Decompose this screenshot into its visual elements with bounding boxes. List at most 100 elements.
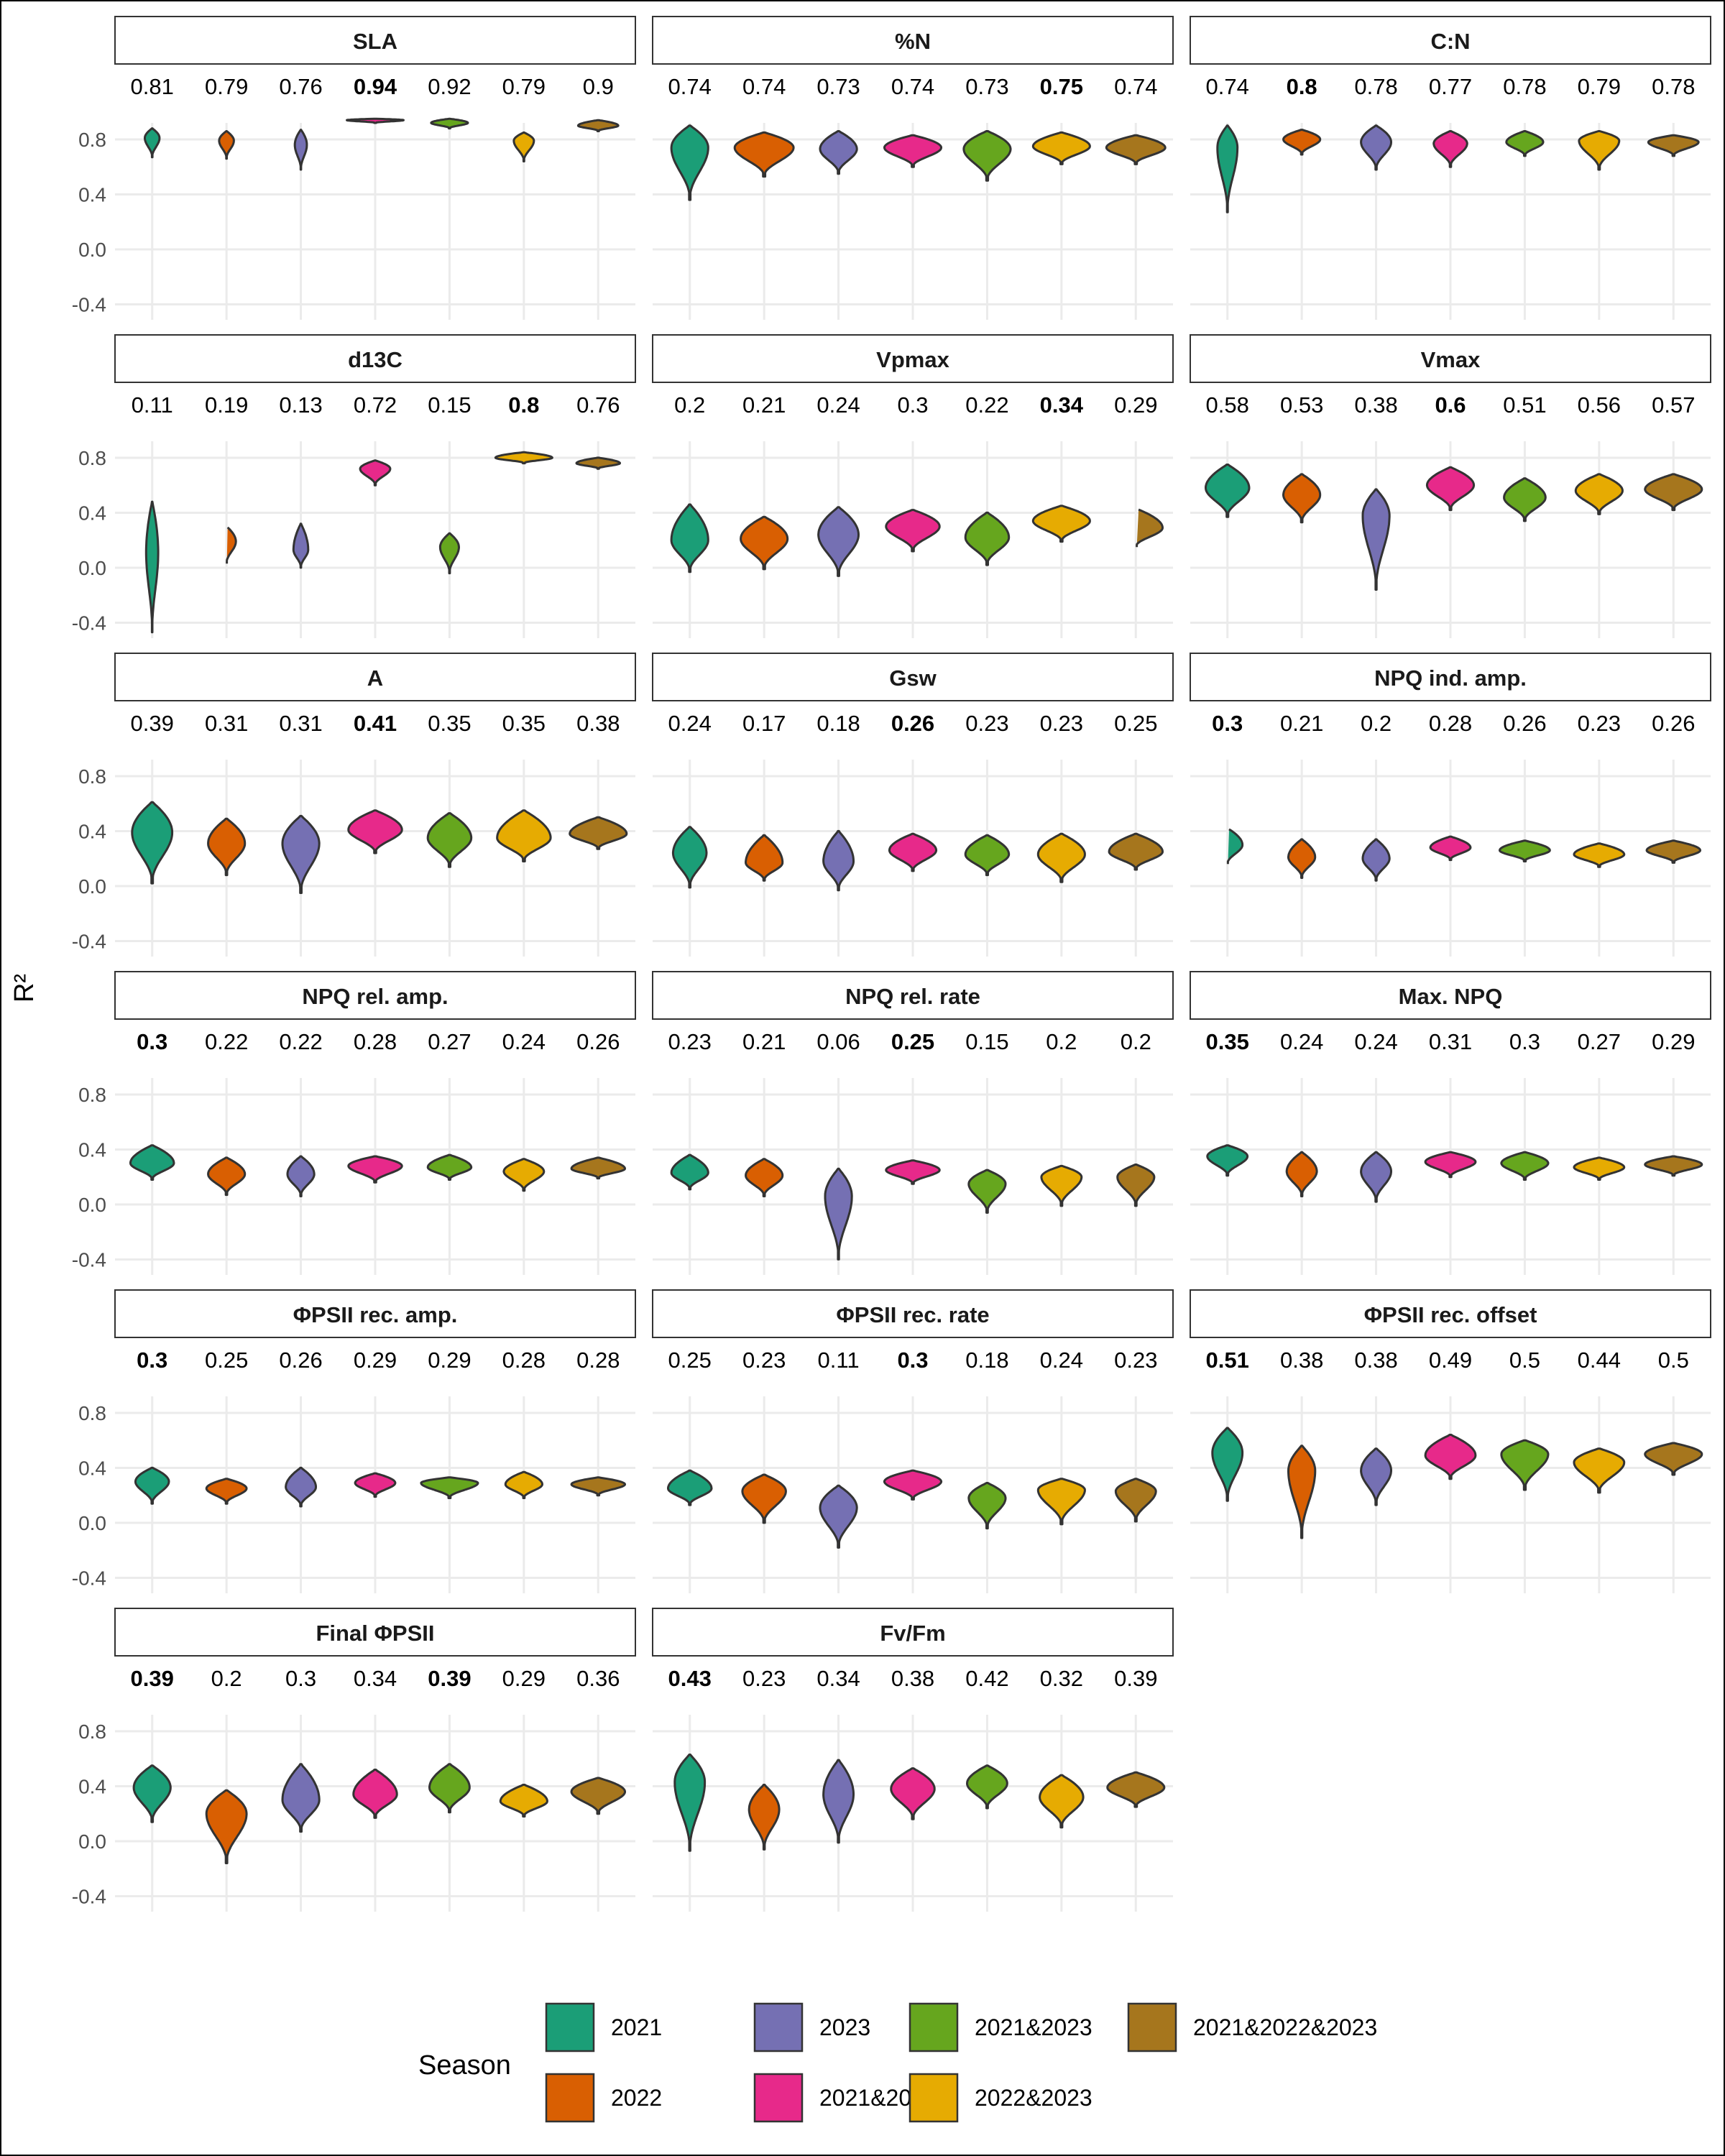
r2-value-label: 0.2	[1361, 711, 1392, 736]
r2-value-label: 0.25	[891, 1029, 934, 1054]
violin	[1424, 1151, 1477, 1179]
violin	[1136, 508, 1164, 548]
r2-value-label: 0.34	[354, 1666, 397, 1691]
r2-value-label: 0.3	[897, 392, 928, 418]
panel: Fv/Fm 0.43 0.23 0.34 0.38 0.42 0.32 0.39	[652, 1608, 1174, 1912]
y-tick-label: 0.4	[78, 183, 106, 206]
r2-value-label: 0.21	[1280, 711, 1323, 736]
r2-value-label: 0.22	[965, 392, 1008, 418]
y-tick-label: 0.8	[78, 1084, 106, 1106]
violin	[1108, 832, 1164, 871]
violin	[1499, 839, 1551, 862]
panel: SLA -0.4 0.0 0.4 0.8 0.81 0.79 0.76 0.94 0.92 0.79…	[72, 16, 636, 320]
r2-value-label: 0.78	[1354, 74, 1397, 99]
legend-label: 2023	[819, 2014, 870, 2040]
r2-value-label: 0.38	[576, 711, 620, 736]
r2-value-label: 0.44	[1578, 1348, 1621, 1373]
violin	[352, 1769, 398, 1819]
r2-value-label: 0.74	[1114, 74, 1157, 99]
panel-title: SLA	[353, 29, 397, 54]
violin	[671, 826, 708, 889]
r2-value-label: 0.26	[1503, 711, 1546, 736]
r2-value-label: 0.51	[1206, 1348, 1249, 1373]
r2-value-label: 0.29	[502, 1666, 546, 1691]
r2-value-label: 0.25	[668, 1348, 712, 1373]
violin	[281, 814, 321, 894]
panel-title: ΦPSII rec. amp.	[293, 1302, 458, 1327]
panel: %N 0.74 0.74 0.73 0.74 0.73 0.75 0.74	[652, 16, 1174, 320]
violin	[281, 1763, 321, 1833]
violin	[670, 503, 709, 573]
r2-value-label: 0.11	[818, 1348, 860, 1373]
violin	[1500, 1151, 1550, 1181]
r2-value-label: 0.38	[1354, 1348, 1397, 1373]
r2-value-label: 0.49	[1429, 1348, 1472, 1373]
r2-value-label: 0.06	[816, 1029, 860, 1054]
violin	[1647, 134, 1700, 157]
violin	[1282, 473, 1322, 524]
violin	[824, 1167, 853, 1261]
legend-label: 2021&2022&2023	[1193, 2014, 1377, 2040]
violin	[1645, 839, 1701, 864]
r2-value-label: 0.79	[1578, 74, 1621, 99]
violin	[438, 532, 460, 575]
y-tick-label: 0.4	[78, 1138, 106, 1161]
y-tick-label: 0.0	[78, 1830, 106, 1853]
r2-value-label: 0.28	[502, 1348, 546, 1373]
r2-value-label: 0.24	[1040, 1348, 1083, 1373]
r2-value-label: 0.22	[205, 1029, 248, 1054]
legend-swatch	[545, 2073, 595, 2123]
violin	[1031, 131, 1091, 165]
violin	[1574, 473, 1624, 515]
violin	[817, 506, 860, 577]
r2-value-label: 0.35	[1206, 1029, 1249, 1054]
legend-item: 2021	[545, 2002, 662, 2053]
panel: ΦPSII rec. offset 0.51 0.38 0.38 0.49 0.5 0.44…	[1190, 1289, 1711, 1593]
violin	[673, 1754, 707, 1852]
violin	[1036, 1478, 1086, 1526]
violin	[885, 509, 941, 553]
r2-value-label: 0.23	[965, 711, 1008, 736]
r2-value-label: 0.39	[428, 1666, 471, 1691]
r2-value-label: 0.8	[1287, 74, 1317, 99]
violin	[207, 817, 247, 877]
violin	[1287, 838, 1317, 879]
violin	[1644, 473, 1703, 512]
r2-value-label: 0.28	[576, 1348, 620, 1373]
y-tick-label: 0.4	[78, 820, 106, 842]
r2-value-label: 0.31	[1429, 1029, 1472, 1054]
violin	[132, 1764, 172, 1823]
violin	[347, 809, 403, 854]
violin	[494, 451, 553, 465]
r2-value-label: 0.92	[428, 74, 471, 99]
violin	[359, 459, 392, 487]
violin	[822, 1759, 855, 1844]
y-tick-label: 0.0	[78, 875, 106, 898]
r2-value-label: 0.24	[1280, 1029, 1323, 1054]
y-tick-label: 0.4	[78, 1457, 106, 1479]
legend-swatch	[908, 2073, 959, 2123]
violin	[745, 1158, 784, 1197]
panel-title: NPQ rel. rate	[845, 984, 980, 1009]
panel-title: Max. NPQ	[1399, 984, 1503, 1009]
violin	[502, 1158, 546, 1192]
r2-value-label: 0.23	[668, 1029, 712, 1054]
violin	[967, 1169, 1007, 1214]
violin	[748, 1784, 781, 1851]
panel-strip	[652, 334, 1174, 383]
r2-value-label: 0.3	[1212, 711, 1243, 736]
violin	[205, 1478, 248, 1505]
r2-value-label: 0.26	[1652, 711, 1695, 736]
violin	[890, 1767, 936, 1820]
r2-value-label: 0.29	[1652, 1029, 1695, 1054]
violin	[499, 1784, 548, 1818]
violin	[819, 1484, 858, 1549]
panel-strip	[114, 334, 636, 383]
violin	[1211, 1427, 1244, 1502]
violin	[1644, 1442, 1703, 1476]
panel-title: NPQ rel. amp.	[302, 984, 448, 1009]
y-tick-label: 0.4	[78, 502, 106, 524]
r2-value-label: 0.18	[965, 1348, 1008, 1373]
panel-title: Vmax	[1421, 347, 1481, 372]
panel-title: Final ΦPSII	[316, 1621, 435, 1646]
